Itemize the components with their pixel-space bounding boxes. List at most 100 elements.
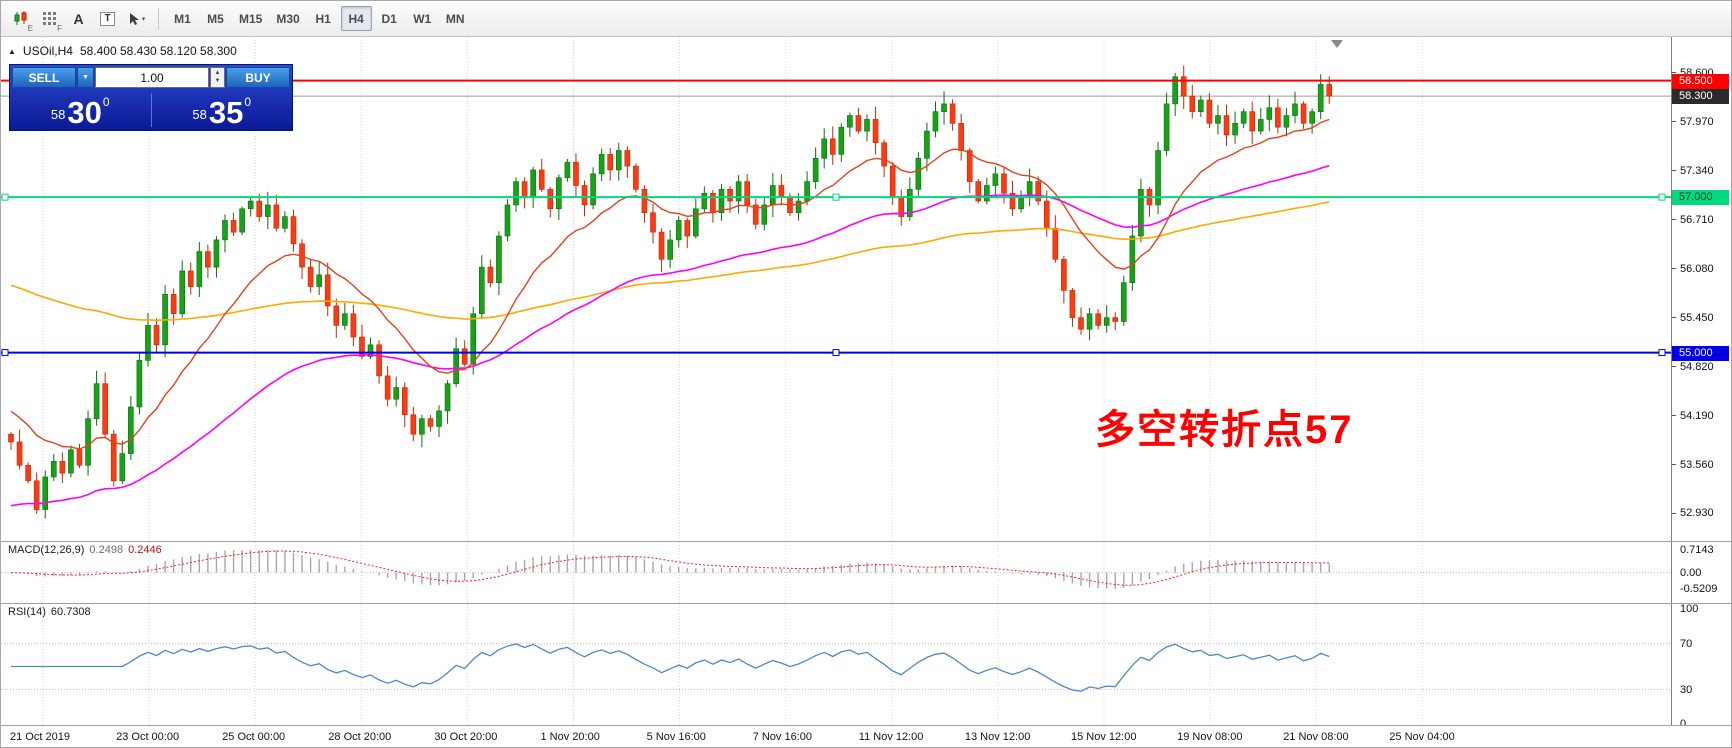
price-axis-tick: [1672, 464, 1676, 465]
time-axis-label: 25 Nov 04:00: [1389, 731, 1455, 743]
main-chart-area[interactable]: ▲ USOil,H4 58.400 58.430 58.120 58.300 S…: [1, 37, 1671, 541]
timeframe-m1[interactable]: M1: [174, 11, 191, 26]
macd-signal-line: [10, 550, 1330, 586]
price-axis-label: 57.340: [1680, 164, 1714, 177]
price-axis-label: 55.450: [1680, 311, 1714, 324]
ma-fast-line: [10, 118, 1330, 450]
time-axis-label: 28 Oct 20:00: [328, 731, 392, 743]
volume-dropdown-button[interactable]: ▼: [77, 67, 94, 88]
symbol-title: USOil,H4: [22, 44, 73, 58]
hline-55.000[interactable]: [1, 349, 1671, 357]
time-axis-label: 11 Nov 12:00: [858, 731, 924, 743]
timeframe-h4[interactable]: H4: [340, 6, 372, 31]
timeframe-m5[interactable]: M5: [207, 11, 224, 26]
chart-text-annotation[interactable]: 多空转折点57: [1095, 408, 1354, 452]
grid-lines: [42, 37, 1423, 541]
price-axis-label: 54.190: [1680, 409, 1714, 422]
grid-glyph: [43, 12, 56, 25]
bid-price-badge: 58.300: [1672, 89, 1729, 105]
one-click-trade-panel: SELL ▼ 1.00 ▲ ▼ BUY 58 30 0 58 35: [9, 64, 293, 131]
stepper-up-icon[interactable]: ▲: [214, 70, 221, 77]
hline-price-badge: 55.000: [1672, 345, 1729, 361]
buy-price-display[interactable]: 58 35 0: [192, 94, 252, 130]
toolbar: E F A T ▾ M1 M5 M15 M3: [1, 1, 1731, 37]
hline-price-badge: 58.500: [1672, 73, 1729, 89]
rsi-panel[interactable]: RSI(14) 60.7308: [1, 604, 1671, 725]
macd-axis-label: 0.00: [1680, 566, 1702, 579]
time-axis-label: 7 Nov 16:00: [752, 731, 813, 743]
price-axis-tick: [1672, 366, 1676, 368]
text-tool-icon[interactable]: T: [94, 6, 121, 32]
chart-candles-icon[interactable]: E: [7, 6, 34, 33]
symbol-header: ▲ USOil,H4 58.400 58.430 58.120 58.300: [8, 44, 237, 58]
collapse-panel-icon[interactable]: ▲: [8, 46, 16, 56]
price-axis-label: 52.930: [1680, 507, 1714, 520]
macd-axis-label: 0.7143: [1680, 544, 1714, 556]
time-axis-label: 23 Oct 00:00: [116, 731, 180, 743]
main-chart-svg: [1, 37, 1671, 541]
time-axis-label: 1 Nov 20:00: [540, 731, 600, 743]
timeframe-d1[interactable]: D1: [381, 11, 397, 26]
timeframe-h1[interactable]: H1: [315, 11, 331, 26]
grid-lines: [42, 604, 1423, 725]
symbol-ohlc-values: 58.400 58.430 58.120 58.300: [79, 44, 237, 58]
icon-badge: E: [27, 23, 33, 33]
time-axis-label: 15 Nov 12:00: [1071, 731, 1137, 743]
rsi-axis-label: 100: [1680, 603, 1699, 615]
toolbar-separator: [158, 7, 159, 30]
time-axis[interactable]: 21 Oct 2019 23 Oct 00:00 25 Oct 00:00 28 Oc…: [1, 726, 1731, 747]
cursor-tool-icon[interactable]: ▾: [123, 6, 150, 32]
font-tool-icon[interactable]: A: [73, 10, 84, 27]
stepper-down-icon[interactable]: ▼: [214, 77, 221, 84]
macd-histogram: [18, 550, 1330, 590]
ma-slow-line: [10, 201, 1330, 322]
price-axis-tick: [1672, 219, 1676, 221]
price-divider: [150, 93, 152, 127]
buy-button[interactable]: BUY: [226, 67, 290, 88]
panel-separator[interactable]: [1, 725, 1731, 726]
timeframe-m30[interactable]: M30: [276, 11, 300, 26]
time-axis-label: 21 Nov 08:00: [1283, 731, 1349, 743]
grid-icon[interactable]: F: [36, 6, 63, 33]
timeframe-mn[interactable]: MN: [445, 11, 465, 26]
sell-button[interactable]: SELL: [12, 67, 76, 88]
volume-input[interactable]: 1.00: [95, 67, 209, 88]
chevron-down-icon: ▾: [141, 15, 146, 23]
panel-separator[interactable]: [1, 603, 1731, 604]
volume-stepper[interactable]: ▲ ▼: [210, 67, 225, 88]
price-axis-label: 57.970: [1680, 115, 1714, 128]
time-axis-label: 25 Oct 00:00: [222, 731, 286, 743]
price-axis-label: 54.820: [1680, 360, 1714, 373]
rsi-label: RSI(14) 60.7308: [8, 606, 91, 618]
rsi-line: [11, 643, 1330, 692]
price-axis-tick: [1672, 72, 1676, 74]
macd-axis-label: -0.5209: [1680, 583, 1718, 596]
sell-price-display[interactable]: 58 30 0: [50, 94, 110, 130]
price-axis[interactable]: 58.60057.97057.34056.71056.08055.45054.8…: [1671, 37, 1731, 730]
timeframe-m15[interactable]: M15: [239, 11, 263, 26]
cursor-glyph: [129, 12, 139, 25]
price-axis-tick: [1672, 317, 1676, 319]
panel-separator[interactable]: [1, 541, 1731, 542]
macd-label: MACD(12,26,9) 0.2498 0.2446: [8, 544, 162, 556]
price-axis-label: 56.710: [1680, 213, 1714, 226]
ma-mid-line: [10, 164, 1330, 507]
rsi-axis-label: 70: [1680, 637, 1693, 650]
hline-57.000[interactable]: [1, 193, 1671, 201]
candles: [8, 65, 1333, 519]
price-axis-label: 53.560: [1680, 458, 1714, 471]
price-axis-tick: [1672, 170, 1676, 172]
rsi-svg: [1, 604, 1671, 725]
rsi-axis-label: 0: [1680, 718, 1687, 730]
chart-shift-marker[interactable]: [1331, 40, 1343, 48]
time-axis-label: 5 Nov 16:00: [646, 731, 706, 743]
time-axis-label: 21 Oct 2019: [10, 731, 70, 743]
macd-panel[interactable]: MACD(12,26,9) 0.2498 0.2446: [1, 542, 1671, 603]
chart-candles-glyph: [14, 11, 26, 25]
grid-lines: [42, 542, 1423, 603]
hline-price-badge: 57.000: [1672, 190, 1729, 206]
time-axis-label: 30 Oct 20:00: [434, 731, 498, 743]
price-axis-label: 56.080: [1680, 262, 1714, 275]
timeframe-w1[interactable]: W1: [413, 11, 432, 26]
